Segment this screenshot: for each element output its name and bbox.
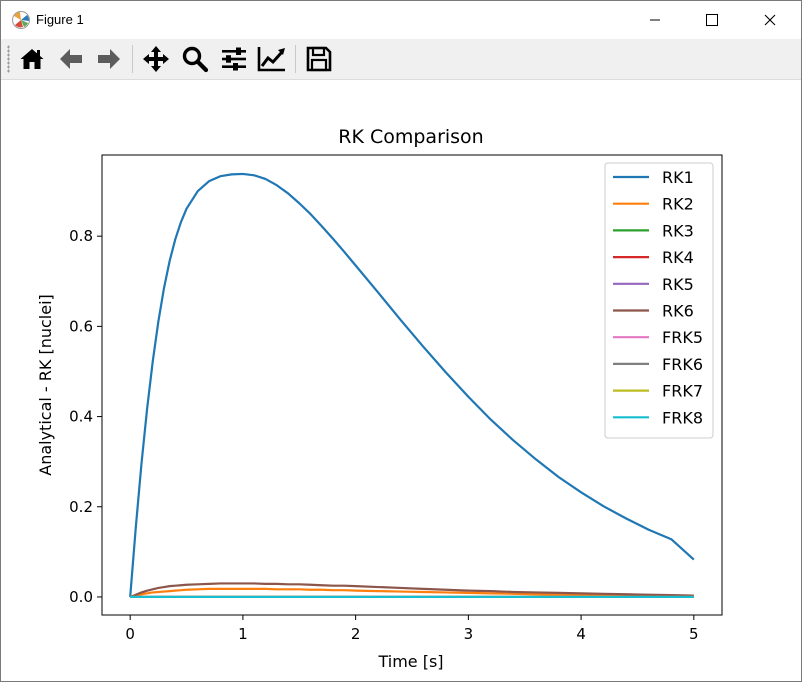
window-title: Figure 1 <box>36 12 84 27</box>
x-tick-label: 5 <box>689 625 699 643</box>
toolbar-separator <box>295 45 296 73</box>
save-icon <box>306 46 332 72</box>
x-axis-label: Time [s] <box>377 652 443 671</box>
y-axis-label: Analytical - RK [nuclei] <box>36 294 55 476</box>
minimize-button[interactable] <box>632 1 678 39</box>
forward-button[interactable] <box>93 44 125 74</box>
y-tick-label: 0.6 <box>69 317 93 335</box>
figure-canvas[interactable]: RK Comparison 0 1 2 3 4 5 0.0 0.2 0.4 0.6 0.8 Tim… <box>1 80 801 681</box>
zoom-icon <box>182 46 209 73</box>
matplotlib-icon <box>12 11 30 29</box>
x-axis: 0 1 2 3 4 5 <box>125 615 699 643</box>
close-button[interactable] <box>747 1 793 39</box>
legend-label: FRK8 <box>662 408 703 427</box>
close-icon <box>764 14 776 26</box>
legend-label: RK6 <box>662 302 694 321</box>
title-bar[interactable]: Figure 1 <box>1 1 801 39</box>
maximize-icon <box>706 14 718 26</box>
pan-icon <box>143 46 169 72</box>
y-tick-label: 0.8 <box>69 227 93 245</box>
legend-label: RK2 <box>662 195 694 214</box>
minimize-icon <box>650 19 660 21</box>
axes-frame <box>101 154 723 616</box>
x-tick-label: 4 <box>576 625 586 643</box>
y-tick-label: 0.4 <box>69 408 93 426</box>
x-tick-label: 0 <box>125 625 135 643</box>
pan-button[interactable] <box>140 44 172 74</box>
legend-label: RK4 <box>662 248 694 267</box>
home-icon <box>20 49 44 69</box>
legend-label: FRK6 <box>662 355 703 374</box>
toolbar-grip[interactable] <box>7 45 10 73</box>
chart-title: RK Comparison <box>338 126 483 148</box>
configure-subplots-button[interactable] <box>218 44 250 74</box>
y-tick-label: 0.2 <box>69 498 93 516</box>
series-line-rk1 <box>129 172 695 598</box>
x-tick-label: 3 <box>464 625 474 643</box>
legend-label: FRK5 <box>662 328 703 347</box>
home-button[interactable] <box>16 44 48 74</box>
plot-area <box>129 172 695 599</box>
legend-box <box>604 162 714 439</box>
navigation-toolbar <box>1 39 801 80</box>
zoom-button[interactable] <box>179 44 211 74</box>
legend-label: RK5 <box>662 275 694 294</box>
x-tick-label: 2 <box>351 625 361 643</box>
y-axis: 0.0 0.2 0.4 0.6 0.8 <box>69 227 102 606</box>
legend-label: RK1 <box>662 168 694 187</box>
back-button[interactable] <box>55 44 87 74</box>
save-button[interactable] <box>303 44 335 74</box>
legend-label: RK3 <box>662 221 694 240</box>
series-line-rk6 <box>129 582 694 598</box>
legend: RK1 RK2 RK3 RK4 RK5 RK6 FRK5 FRK6 FRK7 FRK8 <box>604 162 714 439</box>
configure-subplots-icon <box>222 47 246 71</box>
toolbar-separator <box>132 45 133 73</box>
legend-label: FRK7 <box>662 382 703 401</box>
edit-axis-button[interactable] <box>256 44 288 74</box>
edit-axis-icon <box>257 47 285 72</box>
back-icon <box>60 49 82 69</box>
y-tick-label: 0.0 <box>69 588 93 606</box>
series-line-rk2 <box>129 587 694 599</box>
forward-icon <box>98 49 120 69</box>
x-tick-label: 1 <box>238 625 248 643</box>
maximize-button[interactable] <box>689 1 735 39</box>
